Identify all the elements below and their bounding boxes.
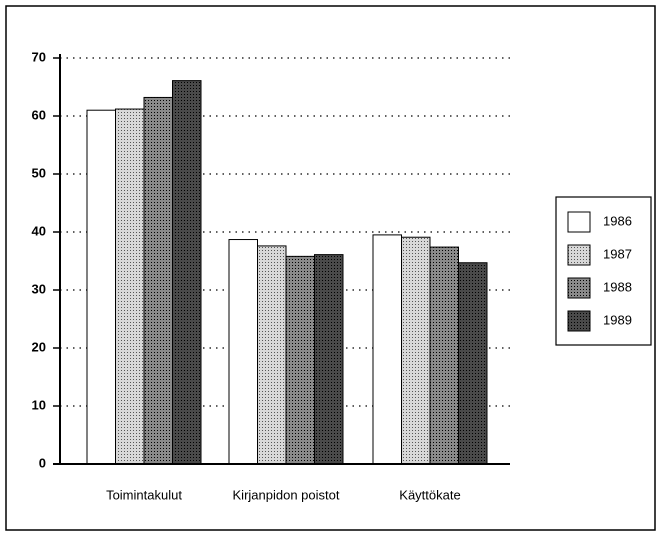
frame xyxy=(5,5,656,531)
bar xyxy=(115,108,145,465)
bar xyxy=(86,109,116,465)
legend-swatch xyxy=(567,211,591,233)
bar xyxy=(372,234,402,465)
legend-swatch xyxy=(567,277,591,299)
legend-label: 1987 xyxy=(603,246,632,261)
bar xyxy=(143,96,173,465)
y-tick-label: 40 xyxy=(32,223,46,238)
bar xyxy=(401,236,431,465)
bar xyxy=(458,262,488,465)
y-tick-label: 50 xyxy=(32,165,46,180)
bar xyxy=(314,254,344,465)
y-tick-label: 70 xyxy=(32,49,46,64)
y-tick-label: 10 xyxy=(32,397,46,412)
y-tick-label: 0 xyxy=(39,455,46,470)
x-tick-label: Kirjanpidon poistot xyxy=(233,487,340,502)
legend-label: 1986 xyxy=(603,213,632,228)
bar xyxy=(228,239,258,465)
y-tick-label: 60 xyxy=(32,107,46,122)
legend-label: 1988 xyxy=(603,279,632,294)
y-tick-label: 20 xyxy=(32,339,46,354)
legend-swatch xyxy=(567,310,591,332)
legend-swatch xyxy=(567,244,591,266)
legend-label: 1989 xyxy=(603,312,632,327)
bar xyxy=(429,246,459,465)
x-tick-label: Käyttökate xyxy=(399,487,460,502)
bar xyxy=(257,245,287,465)
bar xyxy=(172,80,202,465)
x-tick-label: Toimintakulut xyxy=(106,487,182,502)
y-tick-label: 30 xyxy=(32,281,46,296)
bar xyxy=(285,255,315,465)
